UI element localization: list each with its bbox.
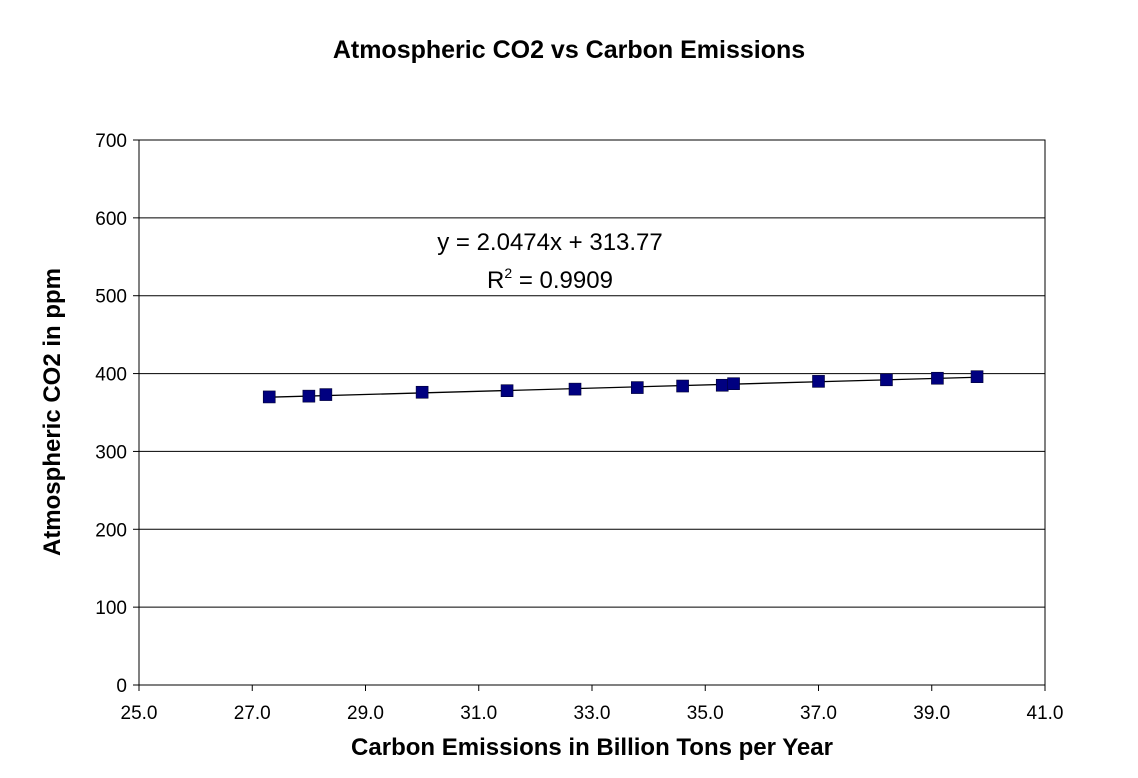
trendline bbox=[269, 376, 978, 398]
x-tick-label: 37.0 bbox=[800, 703, 837, 724]
data-point bbox=[727, 377, 740, 390]
x-tick-label: 27.0 bbox=[234, 703, 271, 724]
gridlines bbox=[139, 217, 1045, 608]
x-tick-label: 39.0 bbox=[913, 703, 950, 724]
data-point bbox=[970, 370, 984, 383]
plot-border bbox=[138, 139, 1046, 686]
y-axis-ticks: 0 100 200 300 400 500 600 700 bbox=[95, 131, 139, 697]
data-point bbox=[262, 390, 276, 404]
data-point bbox=[676, 379, 689, 393]
trendline-equation: y = 2.0474x + 313.77 bbox=[437, 229, 663, 256]
data-point bbox=[500, 384, 514, 398]
y-tick-label: 100 bbox=[95, 598, 127, 619]
y-tick-label: 200 bbox=[95, 520, 127, 541]
data-point bbox=[880, 373, 893, 387]
data-point bbox=[319, 388, 333, 401]
data-point bbox=[812, 375, 825, 388]
trendline-r-squared: R2 = 0.9909 bbox=[487, 265, 613, 294]
y-tick-label: 500 bbox=[95, 287, 127, 308]
x-tick-label: 31.0 bbox=[460, 703, 497, 724]
y-axis-title: Atmospheric CO2 in ppm bbox=[39, 268, 66, 556]
data-point bbox=[931, 371, 944, 385]
y-tick-label: 600 bbox=[95, 209, 127, 230]
x-axis-ticks: 25.0 27.0 29.0 31.0 33.0 35.0 37.0 39.0 41.0 bbox=[121, 685, 1064, 724]
x-axis-title: Carbon Emissions in Billion Tons per Yea… bbox=[351, 734, 833, 761]
y-tick-label: 400 bbox=[95, 365, 127, 386]
data-point bbox=[568, 382, 582, 396]
x-tick-label: 35.0 bbox=[687, 703, 724, 724]
y-tick-label: 0 bbox=[116, 676, 127, 697]
x-tick-label: 41.0 bbox=[1027, 703, 1064, 724]
plot-area bbox=[138, 139, 1046, 686]
r2-superscript: 2 bbox=[504, 265, 512, 281]
data-point bbox=[302, 389, 316, 403]
x-tick-label: 29.0 bbox=[347, 703, 384, 724]
data-points bbox=[262, 370, 984, 404]
x-tick-label: 25.0 bbox=[121, 703, 158, 724]
data-point bbox=[715, 378, 729, 392]
r2-prefix: R bbox=[487, 267, 504, 294]
data-point bbox=[630, 381, 644, 394]
data-point bbox=[415, 385, 429, 399]
x-tick-label: 33.0 bbox=[574, 703, 611, 724]
y-tick-label: 700 bbox=[95, 131, 127, 152]
y-tick-label: 300 bbox=[95, 442, 127, 463]
r2-value: = 0.9909 bbox=[512, 267, 613, 294]
chart-title: Atmospheric CO2 vs Carbon Emissions bbox=[333, 36, 805, 64]
